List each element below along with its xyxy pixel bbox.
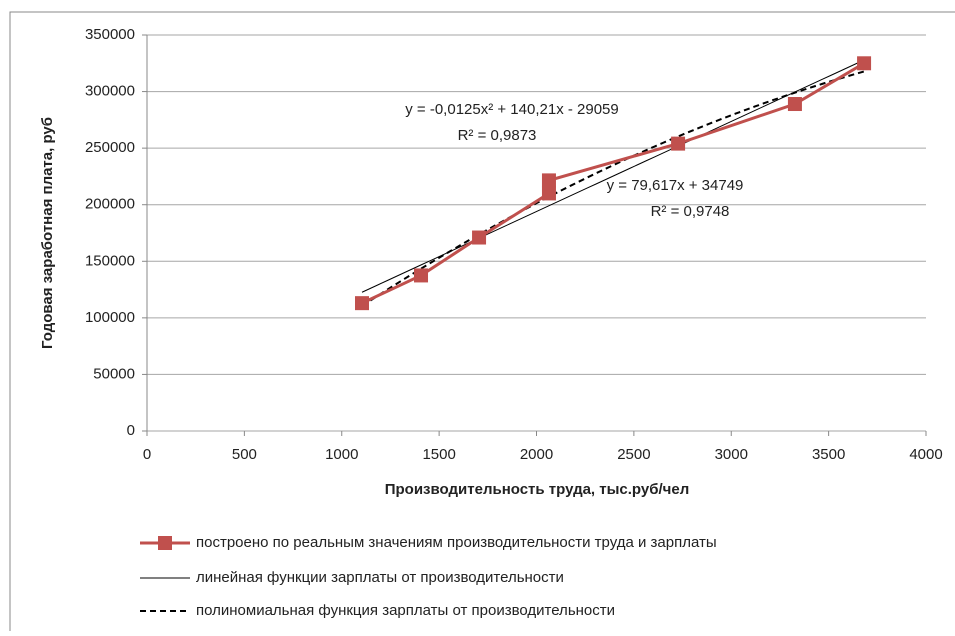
r2-label: R² = 0,9873 (458, 127, 537, 144)
y-tick-label: 150000 (85, 252, 135, 269)
x-tick-label: 4000 (909, 446, 942, 463)
x-tick-label: 1000 (325, 446, 358, 463)
y-tick-label: 250000 (85, 139, 135, 156)
x-tick-label: 3500 (812, 446, 845, 463)
x-tick-label: 500 (232, 446, 257, 463)
x-tick-label: 2000 (520, 446, 553, 463)
marker (541, 186, 556, 201)
equation-label: y = 79,617x + 34749 (607, 177, 744, 194)
marker (857, 56, 872, 71)
marker (414, 268, 429, 283)
x-tick-label: 0 (143, 446, 151, 463)
legend-label: построено по реальным значениям производ… (196, 534, 717, 551)
marker (355, 296, 370, 311)
x-axis-title: Производительность труда, тыс.руб/чел (385, 481, 690, 498)
x-tick-label: 2500 (617, 446, 650, 463)
legend-marker (158, 536, 172, 550)
marker (541, 173, 556, 188)
chart-frame (9, 11, 955, 636)
y-axis-title: Годовая заработная плата, руб (39, 117, 56, 349)
x-tick-label: 3000 (715, 446, 748, 463)
marker (787, 97, 802, 112)
y-tick-label: 50000 (93, 365, 135, 382)
legend-label: полиномиальная функция зарплаты от произ… (196, 602, 615, 619)
marker (671, 136, 686, 151)
y-tick-label: 300000 (85, 83, 135, 100)
r2-label: R² = 0,9748 (651, 203, 730, 220)
y-tick-label: 350000 (85, 26, 135, 43)
marker (472, 230, 487, 245)
y-tick-label: 100000 (85, 309, 135, 326)
legend-label: линейная функции зарплаты от производите… (196, 569, 564, 586)
x-tick-label: 1500 (422, 446, 455, 463)
y-tick-label: 0 (127, 422, 135, 439)
equation-label: y = -0,0125x² + 140,21x - 29059 (405, 101, 618, 118)
trendline (361, 59, 865, 293)
y-tick-label: 200000 (85, 196, 135, 213)
